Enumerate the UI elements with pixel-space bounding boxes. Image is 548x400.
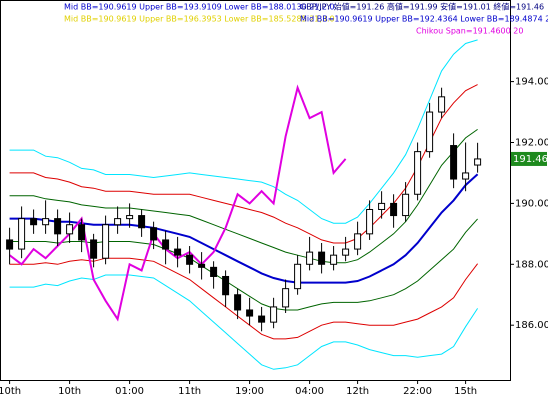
candle-body: [30, 218, 38, 226]
candle-body: [270, 306, 278, 323]
candle-body: [90, 239, 98, 259]
x-tick-label: 04:00: [295, 386, 324, 397]
y-tick-label: 188.00: [515, 259, 548, 270]
annotation: Mid BB=190.9619 Upper BB=192.4364 Lower …: [300, 15, 548, 24]
candle-body: [42, 218, 50, 226]
indicator-line: [9, 39, 478, 224]
candle-body: [138, 215, 146, 229]
candle-body: [426, 111, 434, 153]
candle-body: [126, 215, 134, 220]
candle-body: [186, 254, 194, 265]
x-tick-label: 01:00: [115, 386, 144, 397]
candle-body: [210, 266, 218, 277]
candle-body: [330, 254, 338, 265]
plot-frame: [0, 0, 511, 381]
x-tick-label: 10th: [58, 386, 81, 397]
annotation: Mid BB=190.9619 Upper BB=193.9109 Lower …: [64, 3, 335, 12]
y-tick-label: 194.00: [515, 77, 548, 88]
candle-body: [258, 315, 266, 323]
candle-body: [150, 227, 158, 241]
candle-body: [390, 202, 398, 217]
candle-body: [78, 224, 86, 241]
candle-body: [306, 251, 314, 265]
indicator-line: [9, 218, 478, 311]
y-tick-label: 192.00: [515, 138, 548, 149]
candle-body: [162, 239, 170, 250]
candle-body: [114, 218, 122, 226]
indicator-line: [9, 173, 479, 284]
candle-body: [402, 193, 410, 217]
candle-body: [66, 224, 74, 235]
candle-body: [294, 263, 302, 290]
candle-body: [222, 275, 230, 296]
indicator-line: [9, 274, 479, 370]
candle-body: [438, 96, 446, 113]
x-tick-label: 11th: [178, 386, 201, 397]
candle-body: [282, 288, 290, 308]
indicator-line: [9, 84, 478, 244]
candle-body: [378, 202, 386, 210]
price-label: 191.46: [513, 154, 548, 165]
candle-body: [414, 151, 422, 195]
candle-body: [174, 248, 182, 256]
candle-body: [474, 158, 482, 166]
annotation: Chikou Span=191.4600 20: [416, 27, 523, 36]
candle-body: [450, 145, 458, 180]
candle-body: [342, 248, 350, 256]
price-box: [511, 151, 547, 166]
indicator-line: [9, 257, 478, 340]
candle-body: [102, 224, 110, 259]
y-tick-label: 186.00: [515, 320, 548, 331]
candle-body: [246, 309, 254, 317]
x-tick-label: 19:00: [235, 386, 264, 397]
candle-body: [18, 218, 26, 250]
candle-body: [318, 251, 326, 265]
candle-body: [234, 294, 242, 311]
candle-body: [54, 218, 62, 235]
candle-body: [366, 208, 374, 235]
annotation: Mid BB=190.9619 Upper BB=196.3953 Lower …: [64, 15, 335, 24]
annotation: GBP/JPY 始値=191.26 高値=191.99 安値=191.01 終値…: [300, 2, 544, 12]
x-tick-label: 12th: [346, 386, 369, 397]
x-tick-label: 22:00: [403, 386, 432, 397]
plot: [6, 39, 482, 370]
indicator-line: [9, 128, 478, 264]
candle-body: [354, 233, 362, 250]
x-tick-label: 15th: [454, 386, 477, 397]
x-tick-label: 10th: [0, 386, 21, 397]
candle-body: [198, 263, 206, 268]
y-tick-label: 190.00: [515, 198, 548, 209]
candle-body: [462, 172, 470, 180]
candle-body: [6, 239, 14, 250]
